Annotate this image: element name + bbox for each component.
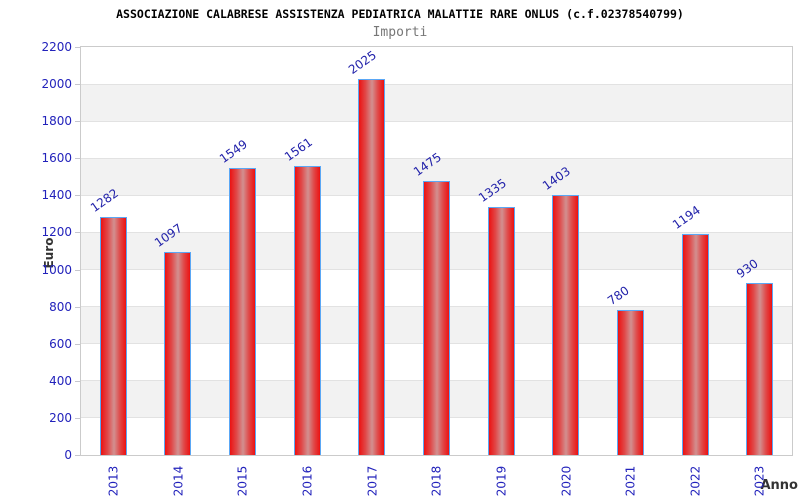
bar-2016 [293,165,321,455]
y-tick-label: 0 [64,448,72,462]
y-tick-label: 1600 [41,151,72,166]
grid-line [81,120,792,122]
x-tick-label-2023: 2023 [751,463,769,499]
y-tick-mark [75,121,80,123]
grid-line [81,83,792,85]
y-tick-mark [75,455,80,456]
y-tick-mark [75,232,80,234]
y-tick-label: 1200 [41,225,72,240]
x-tick-label-2013: 2013 [104,463,122,499]
x-tick-label-2016: 2016 [298,463,316,499]
y-tick-label: 800 [49,299,72,314]
x-axis-title: Anno [760,478,798,493]
x-tick-text: 2020 [558,465,573,497]
bar-2015 [229,167,257,455]
x-tick-label-2015: 2015 [234,463,252,499]
bar-2023 [746,282,774,455]
y-tick-label: 1000 [41,262,72,277]
x-tick-text: 2016 [300,465,315,497]
y-tick-label: 1400 [41,188,72,203]
x-tick-label-2020: 2020 [557,463,575,499]
y-tick-mark [75,343,80,345]
x-tick-text: 2015 [235,465,250,497]
y-tick-mark [75,380,80,382]
y-tick-label: 200 [49,410,72,425]
y-tick-label: 600 [49,336,72,351]
bar-2018 [423,181,450,455]
x-tick-label-2022: 2022 [686,463,704,499]
x-tick-text: 2019 [494,465,509,497]
y-tick-label: 2200 [41,40,72,54]
x-tick-label-2021: 2021 [621,463,639,499]
y-tick-mark [75,47,80,48]
x-tick-label-2017: 2017 [363,463,381,499]
y-tick-label: 400 [49,373,72,388]
y-tick-mark [75,158,80,160]
x-tick-text: 2017 [364,465,379,497]
bar-2020 [552,194,580,455]
x-tick-label-2014: 2014 [169,463,187,499]
bar-2021 [616,310,644,455]
y-tick-mark [75,417,80,419]
x-tick-text: 2021 [623,465,638,497]
plot-area [80,46,793,456]
x-tick-text: 2013 [106,465,121,497]
grid-line [81,157,792,159]
y-tick-mark [75,269,80,271]
bar-2017 [358,79,386,455]
bar-2014 [164,251,192,455]
x-tick-text: 2014 [170,465,185,497]
y-tick-mark [75,195,80,197]
y-tick-mark [75,306,80,308]
y-tick-label: 2000 [41,77,72,92]
y-tick-mark [75,84,80,86]
chart-subtitle: Importi [372,25,428,40]
chart-title: ASSOCIAZIONE CALABRESE ASSISTENZA PEDIAT… [116,7,684,21]
bar-2013 [99,217,127,455]
x-tick-text: 2023 [752,465,767,497]
x-tick-text: 2018 [429,465,444,497]
x-tick-label-2019: 2019 [492,463,510,499]
x-tick-label-2018: 2018 [428,463,446,499]
bar-2019 [487,207,515,455]
bar-2022 [681,233,709,455]
y-tick-label: 1800 [41,114,72,129]
x-tick-text: 2022 [688,465,703,497]
